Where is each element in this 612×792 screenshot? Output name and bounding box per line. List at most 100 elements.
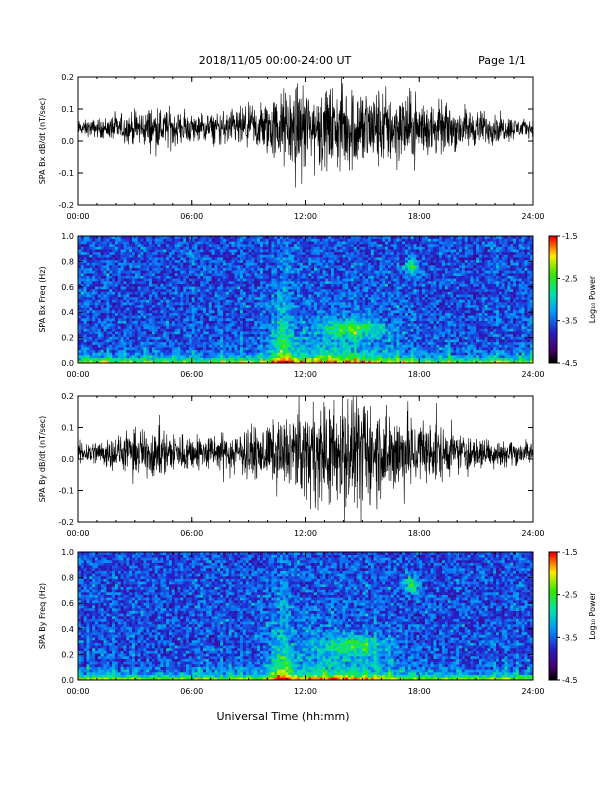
heatmap-cell-1 [277, 325, 281, 329]
heatmap-cell-1 [186, 262, 190, 266]
heatmap-cell-1 [197, 286, 201, 290]
heatmap-cell-1 [279, 325, 284, 329]
heatmap-cell-1 [220, 257, 224, 261]
heatmap-cell-1 [370, 265, 375, 269]
heatmap-cell-1 [291, 288, 295, 292]
heatmap-cell-1 [370, 291, 375, 295]
heatmap-cell-1 [251, 241, 255, 245]
heatmap-cell-1 [205, 243, 210, 247]
heatmap-cell-1 [174, 270, 178, 274]
heatmap-cell-1 [180, 275, 184, 279]
heatmap-cell-1 [157, 238, 161, 242]
heatmap-cell-1 [146, 333, 150, 337]
heatmap-cell-1 [220, 267, 224, 271]
heatmap-cell-1 [254, 347, 258, 351]
heatmap-cell-1 [83, 320, 87, 324]
heatmap-cell-1 [89, 259, 93, 263]
heatmap-cell-1 [120, 262, 124, 266]
heatmap-cell-1 [240, 357, 244, 361]
heatmap-cell-1 [319, 339, 323, 343]
heatmap-cell-1 [197, 315, 201, 319]
heatmap-cell-1 [237, 339, 241, 343]
heatmap-cell-1 [271, 299, 275, 303]
heatmap-cell-1 [137, 352, 141, 356]
y-tick-label: 0.0 [61, 137, 74, 146]
heatmap-cell-1 [80, 236, 84, 239]
heatmap-cell-1 [291, 302, 295, 306]
heatmap-cell-1 [137, 302, 141, 306]
heatmap-cell-1 [240, 341, 244, 345]
heatmap-cell-1 [146, 349, 150, 353]
heatmap-cell-1 [274, 302, 278, 306]
heatmap-cell-1 [305, 294, 309, 298]
heatmap-cell-1 [285, 352, 289, 356]
heatmap-cell-1 [117, 304, 121, 308]
heatmap-cell-1 [305, 251, 309, 255]
heatmap-cell-1 [149, 257, 153, 261]
heatmap-cell-1 [169, 280, 173, 284]
heatmap-cell-1 [97, 304, 102, 308]
heatmap-cell-1 [220, 294, 224, 298]
heatmap-cell-1 [114, 325, 119, 329]
heatmap-cell-1 [86, 331, 90, 335]
heatmap-cell-1 [160, 270, 164, 274]
heatmap-cell-1 [208, 352, 212, 356]
heatmap-cell-1 [129, 315, 133, 319]
x-tick-label: 18:00 [408, 212, 431, 221]
heatmap-cell-1 [362, 344, 366, 348]
heatmap-cell-1 [171, 355, 175, 359]
heatmap-cell-1 [154, 270, 158, 274]
heatmap-cell-1 [140, 341, 144, 345]
heatmap-cell-1 [262, 355, 266, 359]
heatmap-cell-1 [254, 254, 258, 258]
heatmap-cell-1 [217, 270, 221, 274]
heatmap-cell-1 [106, 310, 110, 314]
heatmap-cell-1 [245, 283, 249, 287]
heatmap-cell-1 [78, 283, 82, 287]
heatmap-cell-1 [240, 310, 244, 314]
heatmap-cell-1 [322, 336, 326, 340]
heatmap-cell-1 [100, 251, 104, 255]
heatmap-cell-1 [112, 296, 116, 300]
heatmap-cell-1 [151, 241, 156, 245]
heatmap-cell-1 [245, 257, 249, 261]
heatmap-cell-1 [294, 238, 298, 242]
heatmap-cell-1 [114, 273, 119, 276]
heatmap-cell-1 [80, 288, 84, 292]
heatmap-cell-1 [308, 299, 312, 303]
heatmap-cell-1 [143, 288, 147, 292]
heatmap-cell-1 [146, 275, 150, 279]
heatmap-cell-1 [328, 323, 332, 327]
heatmap-cell-1 [166, 270, 170, 274]
heatmap-cell-1 [177, 325, 181, 329]
heatmap-cell-1 [296, 323, 301, 327]
heatmap-cell-1 [282, 243, 286, 247]
heatmap-cell-1 [191, 270, 195, 274]
heatmap-cell-1 [305, 333, 309, 337]
heatmap-cell-1 [336, 278, 340, 282]
heatmap-cell-1 [171, 259, 175, 263]
heatmap-cell-1 [288, 344, 292, 348]
heatmap-cell-1 [169, 296, 173, 300]
heatmap-cell-1 [140, 357, 144, 361]
heatmap-cell-1 [154, 341, 158, 345]
heatmap-cell-1 [333, 307, 338, 311]
heatmap-cell-1 [331, 262, 335, 266]
heatmap-cell-1 [362, 328, 366, 332]
heatmap-cell-1 [288, 270, 292, 274]
heatmap-cell-1 [83, 243, 87, 247]
heatmap-cell-1 [132, 291, 136, 295]
heatmap-cell-1 [194, 243, 198, 247]
heatmap-cell-1 [103, 341, 107, 345]
heatmap-cell-1 [109, 275, 113, 279]
heatmap-cell-1 [211, 278, 215, 282]
heatmap-cell-1 [217, 294, 221, 298]
heatmap-cell-1 [109, 283, 113, 287]
heatmap-cell-1 [95, 318, 99, 321]
heatmap-cell-1 [228, 286, 232, 290]
heatmap-cell-1 [368, 286, 372, 290]
heatmap-cell-1 [214, 238, 218, 242]
heatmap-cell-1 [117, 241, 121, 245]
heatmap-cell-1 [223, 336, 227, 340]
heatmap-cell-1 [274, 280, 278, 284]
